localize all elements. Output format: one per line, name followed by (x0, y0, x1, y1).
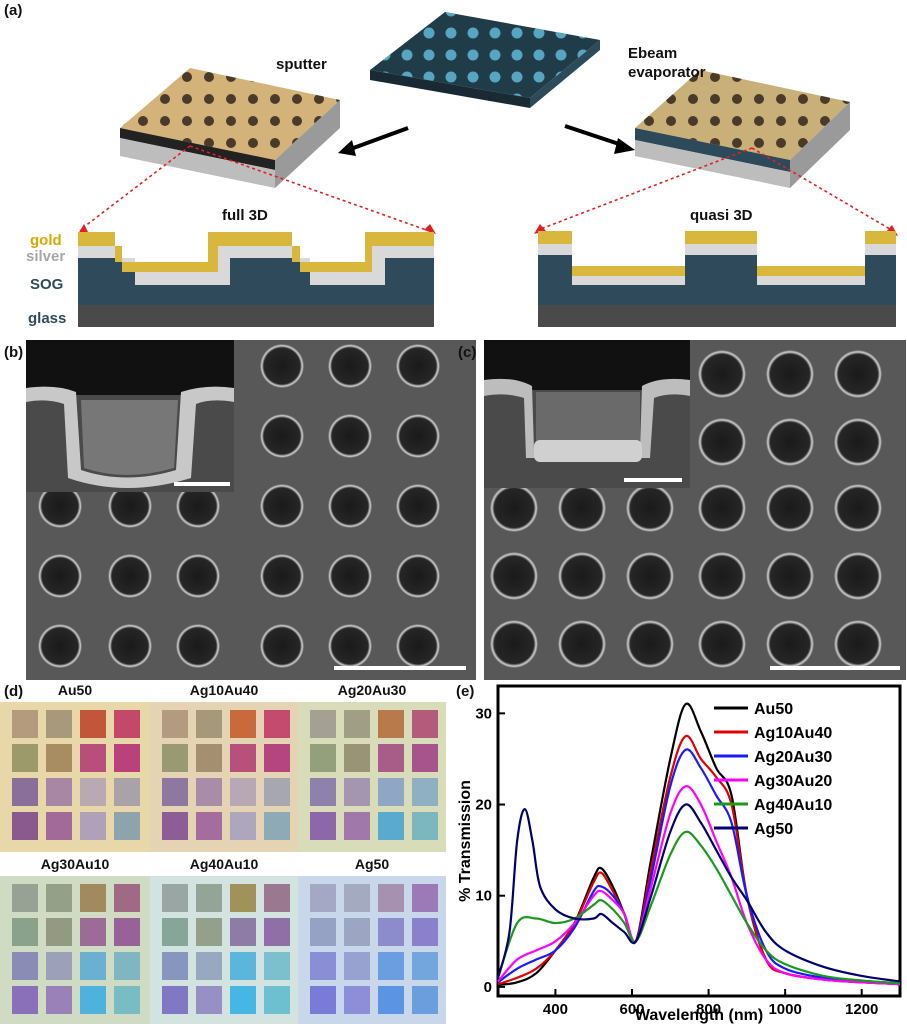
ag40au10-squares (150, 876, 298, 1024)
ebeam-label: Ebeam evaporator (628, 45, 706, 81)
sem-image-b (26, 340, 476, 680)
plot-frame (496, 684, 902, 998)
sample-ag40au10-label: Ag40Au10 (189, 856, 259, 872)
sample-ag20au30: Ag20Au30 (298, 680, 446, 852)
sem-inset-c (484, 340, 690, 488)
sample-ag10au40: Ag10Au40 (150, 680, 298, 852)
sample-ag20au30-label: Ag20Au30 (337, 682, 407, 698)
scale-bar-c (770, 666, 900, 670)
sample-au50: Au50 (0, 680, 150, 852)
projection-lines (79, 145, 896, 233)
legend-label-ag30au20: Ag30Au20 (754, 773, 832, 790)
series-lines (496, 702, 901, 987)
legend-label-ag40au10: Ag40Au10 (754, 797, 832, 814)
legend-label-ag50: Ag50 (754, 821, 793, 838)
ag50-squares (298, 876, 446, 1024)
panel-b-label: (b) (4, 344, 24, 361)
x-tick-label-800: 800 (696, 1001, 721, 1018)
sample-ag40au10: Ag40Au10 (150, 852, 298, 1024)
quasi3d-label: quasi 3D (690, 207, 753, 224)
sem-holes-c (490, 350, 882, 668)
y-tick-label-30: 30 (475, 705, 492, 722)
ag20au30-squares (298, 702, 446, 852)
y-tick-label-20: 20 (475, 797, 492, 814)
template-sample (370, 12, 600, 108)
ag30au10-squares (0, 876, 150, 1024)
series-line-ag50 (496, 803, 901, 983)
sample-ag30au10-label: Ag30Au10 (40, 856, 110, 872)
sample-ag50-label: Ag50 (354, 856, 390, 872)
sputter-sample (120, 68, 340, 188)
full3d-cross-section (78, 232, 434, 327)
au50-squares (0, 702, 150, 852)
sem-image-c (484, 340, 906, 680)
legend-label-au50: Au50 (754, 701, 793, 718)
sem-inset-b (26, 340, 234, 492)
series-line-ag20au30 (497, 748, 901, 985)
sample-ag20au30-bg (298, 702, 446, 852)
panel-a-schematic (78, 12, 898, 327)
sem-holes-b (38, 344, 440, 668)
layer-silver-label: silver (26, 248, 66, 265)
panel-e-label: (e) (456, 683, 475, 700)
sample-au50-label: Au50 (57, 682, 93, 698)
inset-scale-bar-b (174, 482, 230, 486)
x-tick-label-400: 400 (543, 1001, 568, 1018)
sample-ag40au10-bg (150, 876, 298, 1024)
panel-a-label: (a) (4, 2, 23, 19)
panel-d-label: (d) (4, 683, 24, 700)
axis-ticks: 400 600 800 1000 1200 0 10 20 30 (475, 705, 878, 1018)
y-tick-label-10: 10 (475, 888, 492, 905)
sample-au50-bg (0, 702, 150, 852)
y-axis-label: % Transmission (457, 780, 474, 902)
sample-ag10au40-label: Ag10Au40 (189, 682, 259, 698)
arrows (338, 124, 635, 156)
sputter-label: sputter (276, 56, 327, 73)
color-swatch-grid: Au50 Ag10Au40 Ag20Au30 (0, 680, 446, 1024)
sample-ag30au10: Ag30Au10 (0, 852, 150, 1024)
panel-c-label: (c) (458, 344, 477, 361)
inset-scale-bar-c (624, 478, 682, 482)
sample-ag30au10-bg (0, 876, 150, 1024)
full3d-label: full 3D (222, 207, 268, 224)
x-tick-label-600: 600 (619, 1001, 644, 1018)
legend-label-ag20au30: Ag20Au30 (754, 749, 832, 766)
series-line-ag30au20 (497, 785, 901, 986)
x-tick-label-1200: 1200 (845, 1001, 878, 1018)
scale-bar-b (334, 666, 466, 670)
sample-ag50: Ag50 (298, 852, 446, 1024)
series-line-ag10au40 (497, 734, 901, 986)
y-tick-label-0: 0 (484, 979, 492, 996)
x-tick-label-1000: 1000 (768, 1001, 801, 1018)
legend-label-ag10au40: Ag10Au40 (754, 725, 832, 742)
layer-glass-label: glass (28, 310, 67, 327)
series-line-ag40au10 (496, 830, 901, 985)
quasi3d-cross-section (538, 231, 896, 327)
ebeam-sample (635, 70, 850, 188)
ag10au40-squares (150, 702, 298, 852)
layer-sog-label: SOG (30, 276, 64, 293)
sample-ag10au40-bg (150, 702, 298, 852)
x-axis-label: Wavelength (nm) (635, 1007, 763, 1024)
transmission-chart: 400 600 800 1000 1200 0 10 20 30 Au50 Ag10Au40 Ag2… (457, 684, 902, 1024)
sample-ag50-bg (298, 876, 446, 1024)
layer-gold-label: gold (30, 232, 62, 249)
legend: Au50 Ag10Au40 Ag20Au30 Ag30Au20 Ag40Au10 Ag50 (714, 701, 832, 838)
